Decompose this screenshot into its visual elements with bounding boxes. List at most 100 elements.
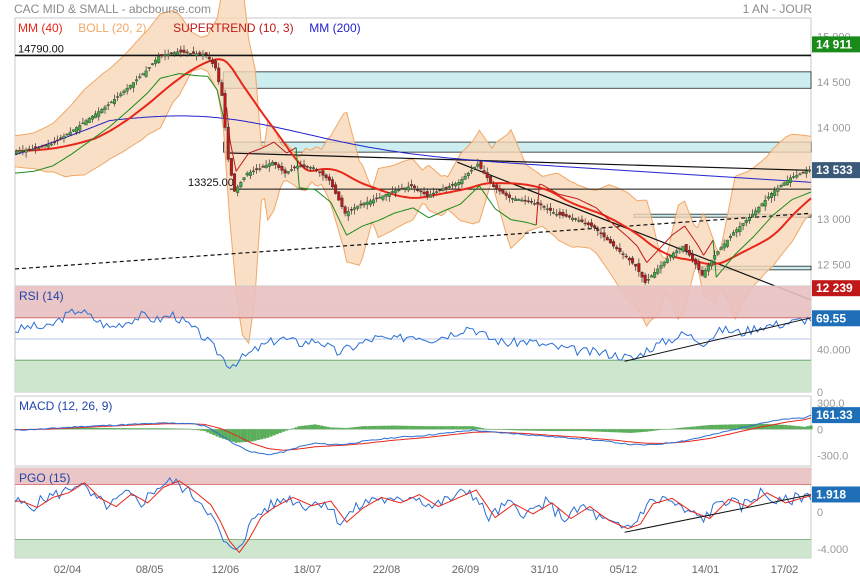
candle-body	[325, 175, 328, 178]
candle-body	[322, 171, 325, 176]
macd-histogram-bar	[310, 425, 313, 430]
macd-histogram-bar	[269, 429, 272, 436]
rsi-axis-tick: 40.000	[817, 345, 851, 357]
macd-histogram-bar	[730, 424, 733, 429]
candle-body	[198, 53, 201, 55]
macd-histogram-bar	[187, 429, 190, 430]
macd-title: MACD (12, 26, 9)	[19, 399, 112, 413]
x-axis-tick: 26/09	[452, 564, 480, 576]
legend-entry: SUPERTREND (10, 3)	[173, 21, 293, 35]
macd-histogram-bar	[184, 429, 187, 430]
candle-body	[341, 198, 344, 207]
candle-body	[473, 167, 476, 169]
macd-histogram-bar	[620, 429, 623, 432]
macd-histogram-bar	[645, 429, 648, 431]
candle-body	[344, 207, 347, 214]
candle-body	[581, 220, 584, 222]
macd-histogram-bar	[490, 429, 493, 430]
macd-histogram-bar	[329, 427, 332, 429]
candle-body	[647, 279, 650, 280]
macd-histogram-bar	[500, 429, 503, 430]
candle-body	[508, 195, 511, 198]
candle-body	[369, 201, 372, 205]
macd-histogram-bar	[307, 425, 310, 429]
macd-histogram-bar	[544, 429, 547, 431]
macd-histogram-bar	[358, 427, 361, 430]
candle-body	[802, 172, 805, 173]
macd-histogram-bar	[92, 428, 95, 429]
candle-body	[287, 171, 290, 173]
macd-histogram-bar	[784, 425, 787, 429]
macd-histogram-bar	[806, 426, 809, 429]
candle-body	[78, 125, 81, 130]
macd-histogram-bar	[547, 429, 550, 431]
candle-body	[729, 236, 732, 237]
macd-histogram-bar	[206, 429, 209, 432]
macd-histogram-bar	[462, 426, 465, 429]
supertrend-segment	[511, 220, 514, 221]
macd-histogram-bar	[200, 429, 203, 430]
macd-histogram-bar	[276, 429, 279, 434]
macd-histogram-bar	[522, 429, 525, 430]
candle-body	[682, 246, 685, 251]
macd-histogram-bar	[674, 428, 677, 429]
macd-histogram-bar	[298, 426, 301, 429]
macd-histogram-bar	[512, 429, 515, 430]
macd-histogram-bar	[152, 428, 155, 429]
candle-body	[638, 263, 641, 271]
candle-body	[18, 151, 21, 153]
macd-histogram-bar	[263, 429, 266, 438]
candle-body	[480, 162, 483, 169]
macd-histogram-bar	[475, 427, 478, 429]
candle-body	[116, 96, 119, 97]
macd-histogram-bar	[591, 429, 594, 431]
candle-body	[644, 275, 647, 283]
macd-histogram-bar	[711, 425, 714, 429]
macd-histogram-bar	[677, 428, 680, 429]
macd-histogram-bar	[655, 429, 658, 430]
macd-histogram-bar	[168, 428, 171, 429]
candle-body	[41, 146, 44, 147]
candle-body	[170, 53, 173, 54]
candle-body	[609, 239, 612, 243]
macd-histogram-bar	[437, 426, 440, 429]
candle-body	[227, 127, 230, 159]
candle-body	[805, 171, 808, 173]
macd-histogram-bar	[629, 429, 632, 433]
macd-histogram-bar	[279, 429, 282, 433]
macd-histogram-bar	[247, 429, 250, 441]
pgo-axis-tick: 0	[817, 507, 823, 519]
candle-body	[205, 53, 208, 55]
candle-body	[224, 93, 227, 127]
macd-histogram-bar	[402, 426, 405, 429]
candle-body	[15, 151, 18, 154]
candle-body	[660, 266, 663, 269]
candle-body	[555, 214, 558, 215]
candle-body	[786, 180, 789, 185]
candle-body	[375, 198, 378, 199]
rsi-trendline	[625, 318, 811, 361]
macd-signal-line	[15, 418, 811, 450]
macd-histogram-bar	[178, 429, 181, 430]
candle-body	[104, 107, 107, 110]
x-axis-tick: 17/02	[771, 564, 799, 576]
candle-body	[745, 220, 748, 223]
candle-body	[641, 272, 644, 277]
period-label: 1 AN - JOUR	[743, 2, 812, 16]
chart-title: CAC MID & SMALL - abcbourse.com	[14, 2, 211, 16]
candle-body	[113, 99, 116, 103]
candle-body	[600, 233, 603, 234]
candle-body	[401, 188, 404, 189]
macd-histogram-bar	[566, 429, 569, 431]
candle-body	[189, 53, 192, 54]
x-axis-tick: 14/01	[692, 564, 720, 576]
candle-body	[795, 175, 798, 177]
candle-body	[347, 211, 350, 216]
candle-body	[751, 214, 754, 217]
macd-histogram-bar	[291, 428, 294, 429]
macd-histogram-bar	[266, 429, 269, 438]
candle-body	[217, 68, 220, 82]
macd-histogram-bar	[696, 426, 699, 429]
candle-body	[319, 172, 322, 173]
macd-histogram-bar	[137, 428, 140, 429]
